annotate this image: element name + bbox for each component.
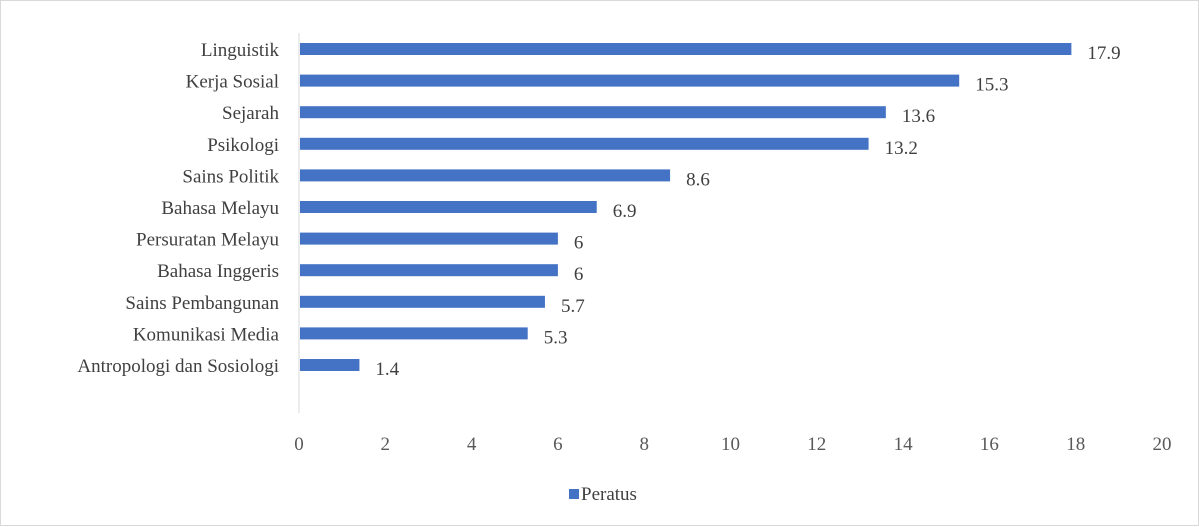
x-tick-label: 12 [807, 434, 826, 455]
bar-persuratan-melayu [300, 232, 558, 245]
legend-label-peratus: Peratus [581, 484, 637, 505]
x-tick-label: 18 [1066, 434, 1085, 455]
category-label-linguistik: Linguistik [201, 40, 280, 61]
bar-kerja-sosial [300, 74, 960, 87]
data-label-kerja-sosial: 15.3 [975, 75, 1008, 96]
bar-sejarah [300, 106, 886, 119]
bar-bahasa-melayu [300, 201, 597, 213]
legend: Peratus [569, 484, 637, 505]
data-labels: 17.9 15.3 13.6 13.2 8.6 6.9 6 6 5.7 5.3 1.4 [375, 43, 1120, 380]
x-tick-label: 8 [639, 434, 649, 455]
bar-komunikasi-media [300, 327, 528, 340]
x-tick-label: 2 [381, 434, 391, 455]
data-label-bahasa-melayu: 6.9 [613, 201, 637, 222]
value-axis: 0 2 4 6 8 10 12 14 16 18 20 [294, 33, 1172, 455]
category-label-antropologi-dan-sosiologi: Antropologi dan Sosiologi [77, 356, 279, 377]
x-tick-label: 0 [294, 434, 304, 455]
x-tick-label: 6 [553, 434, 563, 455]
category-label-bahasa-inggeris: Bahasa Inggeris [157, 261, 279, 282]
data-label-sains-politik: 8.6 [686, 169, 710, 190]
data-label-komunikasi-media: 5.3 [544, 327, 568, 348]
data-label-sejarah: 13.6 [902, 106, 935, 127]
bar-linguistik [300, 43, 1072, 55]
bar-sains-pembangunan [300, 295, 545, 308]
bar-antropologi-dan-sosiologi [300, 359, 360, 371]
data-label-antropologi-dan-sosiologi: 1.4 [375, 359, 399, 380]
data-label-linguistik: 17.9 [1087, 43, 1120, 64]
category-labels: Linguistik Kerja Sosial Sejarah Psikologi Sa… [77, 40, 279, 377]
legend-swatch-peratus [569, 489, 579, 499]
bar-sains-politik [300, 169, 671, 182]
x-tick-label: 10 [721, 434, 740, 455]
x-tick-label: 16 [980, 434, 999, 455]
bar-psikologi [300, 137, 869, 150]
category-label-sains-pembangunan: Sains Pembangunan [125, 293, 279, 314]
bars-layer [300, 43, 1072, 371]
category-label-sejarah: Sejarah [222, 103, 279, 124]
category-label-persuratan-melayu: Persuratan Melayu [136, 230, 279, 251]
bar-bahasa-inggeris [300, 264, 558, 277]
data-label-persuratan-melayu: 6 [574, 233, 584, 254]
data-label-bahasa-inggeris: 6 [574, 264, 584, 285]
x-tick-label: 20 [1153, 434, 1172, 455]
category-label-psikologi: Psikologi [207, 135, 279, 156]
category-label-bahasa-melayu: Bahasa Melayu [161, 198, 279, 219]
data-label-psikologi: 13.2 [885, 138, 918, 159]
x-tick-label: 14 [894, 434, 914, 455]
data-label-sains-pembangunan: 5.7 [561, 296, 585, 317]
x-tick-label: 4 [467, 434, 477, 455]
category-label-komunikasi-media: Komunikasi Media [133, 324, 280, 345]
category-label-kerja-sosial: Kerja Sosial [186, 72, 279, 93]
category-label-sains-politik: Sains Politik [182, 166, 279, 187]
